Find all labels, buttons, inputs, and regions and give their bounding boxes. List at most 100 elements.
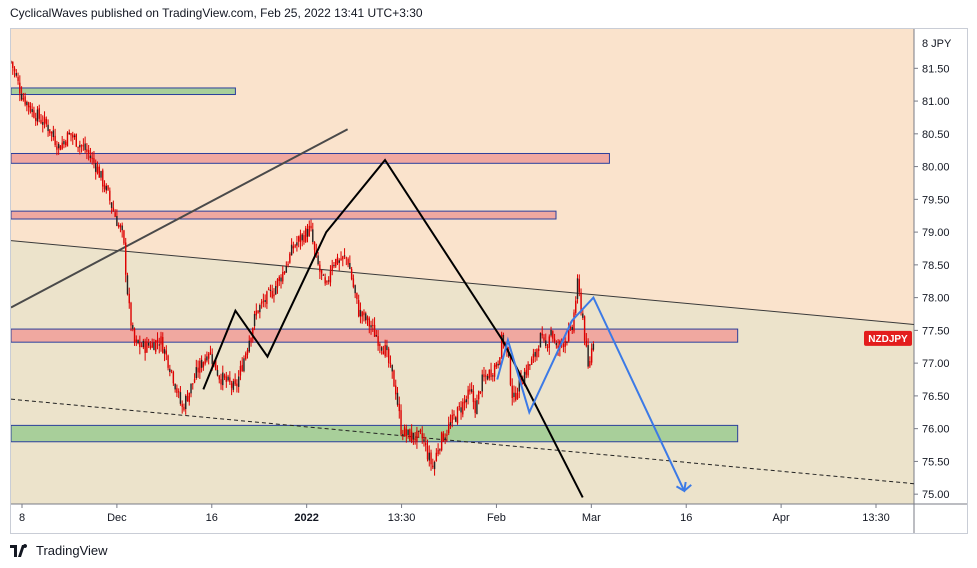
candle-body [562,343,565,347]
candle-body [290,244,293,256]
candle-body [583,316,586,341]
candle-body [72,134,74,138]
candle-body [59,145,62,151]
green-zone [11,87,236,96]
candle-body [347,258,349,265]
candle-body [467,389,469,399]
candle-body [550,329,552,336]
candle-body [585,340,588,347]
candle-body [176,388,178,394]
candle-body [407,429,409,436]
time-axis-area [11,504,914,533]
candle-body [133,328,136,343]
candle-body [24,96,26,105]
candle-body [100,171,102,178]
x-tick-label: Feb [487,512,506,524]
candle-body [57,143,60,149]
candle-body [423,439,425,442]
candle-body [70,133,72,136]
candle-body [576,278,579,299]
candle-body [326,280,328,283]
x-tick-label: 2022 [294,512,318,524]
candle-body [227,376,229,381]
x-tick-label: 13:30 [862,512,890,524]
candle-body [153,342,155,351]
candle-body [262,300,265,302]
candle-body [142,340,145,348]
candle-body [573,312,575,332]
candle-body [103,184,106,190]
candle-body [296,242,298,246]
candle-body [172,371,175,384]
candle-body [373,324,376,337]
candle-body [209,352,212,355]
candle-body [20,93,23,100]
candle-body [119,225,122,228]
candle-body [439,449,441,451]
candle-body [135,339,138,342]
candle-body [167,355,169,368]
candle-body [569,325,572,329]
candle-body [75,134,78,147]
candle-body [492,375,494,377]
price-axis-area [914,29,967,533]
candle-body [380,347,383,351]
candle-body [375,335,378,337]
candle-body [45,119,47,125]
candle-body [215,358,217,371]
candle-body [230,383,233,388]
candle-body [109,190,111,201]
candle-body [509,357,512,385]
x-tick-label: Mar [582,512,601,524]
y-tick-label: 81.50 [922,63,950,75]
y-tick-label: 75.00 [922,489,950,501]
candle-body [65,141,67,146]
candle-body [202,362,205,368]
candle-body [303,235,305,243]
currency-label: 8 JPY [922,38,952,50]
candle-body [218,375,220,380]
candle-body [529,364,531,366]
candle-body [140,345,143,347]
wave-path [202,158,584,498]
candle-body [414,438,416,441]
candle-body [63,141,65,145]
candle-body [368,318,370,327]
candle-body [342,256,344,260]
candle-body [338,260,340,263]
footer: TradingView [10,543,108,558]
candle-body [197,367,199,373]
candle-body [234,379,236,385]
candle-body [146,341,148,353]
candle-body [497,363,499,366]
candle-body [245,353,247,360]
candle-body [391,364,393,372]
x-tick-label: 16 [206,512,218,524]
candle-body [84,143,86,151]
candle-body [530,358,533,365]
candle-body [87,149,90,154]
candle-body [541,333,543,336]
candle-body [297,236,300,242]
candle-body [267,289,270,291]
trendlines [11,128,915,485]
candle-body [543,337,545,341]
price-chart[interactable]: 75.00 75.50 76.00 76.50 77.00 77.50 78.00 78.50… [11,29,968,534]
candle-body [502,334,505,344]
chart-panel[interactable]: 75.00 75.50 76.00 76.50 77.00 77.50 78.00 78.50… [10,28,968,534]
candle-body [590,348,593,363]
candle-body [170,370,173,372]
candle-body [246,349,249,355]
candle-body [204,358,206,364]
x-tick-label: 13:30 [388,512,416,524]
candle-body [488,370,490,379]
axes: 75.00 75.50 76.00 76.50 77.00 77.50 78.00 78.50… [19,38,952,524]
candle-body [546,346,549,348]
candle-body [437,449,439,455]
candle-body [47,124,49,132]
candle-body [17,77,19,81]
candle-body [253,314,256,327]
candle-body [68,132,70,135]
candle-body [495,363,498,367]
candle-body [340,258,342,260]
